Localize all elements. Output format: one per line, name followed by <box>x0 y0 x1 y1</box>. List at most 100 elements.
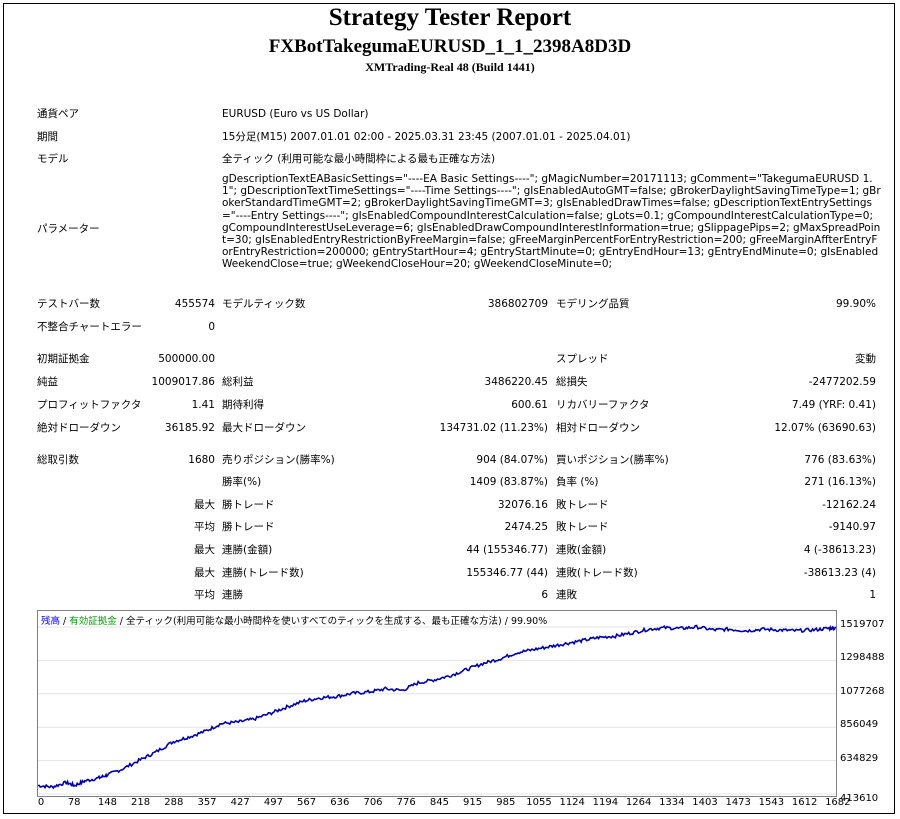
largest-loss-value: -12162.24 <box>822 499 876 511</box>
x-tick-label: 1194 <box>592 797 619 808</box>
y-tick-label: 856049 <box>840 719 879 731</box>
params-value: gDescriptionTextEABasicSettings="----EA … <box>222 173 881 271</box>
report-frame <box>3 3 895 814</box>
x-tick-label: 776 <box>396 797 416 808</box>
avg-cons-loss-value: 1 <box>869 589 876 601</box>
x-tick-label: 1334 <box>659 797 685 808</box>
x-tick-label: 1403 <box>692 797 718 808</box>
gross-loss-label: 総損失 <box>556 376 588 388</box>
y-tick-label: 413610 <box>840 793 879 804</box>
y-tick-label: 634829 <box>840 752 879 764</box>
x-tick-label: 1264 <box>625 797 652 808</box>
trades-label: 総取引数 <box>37 454 79 466</box>
max-cons-profit-label: 連勝(トレード数) <box>222 567 304 579</box>
ticks-label: モデルティック数 <box>222 298 306 310</box>
x-tick-label: 567 <box>297 797 317 808</box>
abs-dd-label: 絶対ドローダウン <box>37 422 121 434</box>
net-value: 1009017.86 <box>151 376 215 388</box>
legend-quality: / 99.90% <box>501 616 548 627</box>
recovery-label: リカバリーファクタ <box>556 399 650 411</box>
long-value: 776 (83.63%) <box>804 454 876 466</box>
trades-value: 1680 <box>188 454 215 466</box>
max-cons-win-label: 連勝(金額) <box>222 544 273 556</box>
y-tick-label: 1519707 <box>840 619 885 630</box>
legend-equity: 有効証拠金 <box>69 616 117 627</box>
avg-label-1: 平均 <box>194 521 215 533</box>
max-cons-lossamt-label: 連敗(トレード数) <box>556 567 638 579</box>
deposit-label: 初期証拠金 <box>37 353 90 365</box>
pf-label: プロフィットファクタ <box>37 399 142 411</box>
x-tick-label: 706 <box>363 797 383 808</box>
ea-name: FXBotTakegumaEURUSD_1_1_2398A8D3D <box>268 36 632 57</box>
max-dd-label: 最大ドローダウン <box>222 422 306 434</box>
mismatch-value: 0 <box>208 321 215 333</box>
lossrate-value: 271 (16.13%) <box>804 476 876 488</box>
symbol-label: 通貨ペア <box>37 108 79 120</box>
spread-label: スプレッド <box>556 353 609 365</box>
max-cons-loss-value: 4 (-38613.23) <box>803 544 876 556</box>
server-info: XMTrading-Real 48 (Build 1441) <box>365 60 535 74</box>
abs-dd-value: 36185.92 <box>164 422 215 434</box>
legend-sep-2: / <box>116 616 127 627</box>
x-tick-label: 1055 <box>526 797 552 808</box>
winrate-value: 1409 (83.87%) <box>469 476 548 488</box>
ticks-value: 386802709 <box>487 298 548 310</box>
params-label: パラメーター <box>37 223 100 235</box>
expected-value: 600.61 <box>511 399 548 411</box>
avg-cons-win-label: 連勝 <box>222 589 243 601</box>
y-tick-label: 1298488 <box>840 652 885 664</box>
balance-chart: 残高 / 有効証拠金 / 全ティック(利用可能な最小時間枠を使いすべてのティック… <box>37 610 837 797</box>
quality-label: モデリング品質 <box>556 298 630 310</box>
short-value: 904 (84.07%) <box>476 454 548 466</box>
max-label-1: 最大 <box>194 499 215 511</box>
rel-dd-label: 相対ドローダウン <box>556 422 640 434</box>
max-cons-loss-label: 連敗(金額) <box>556 544 607 556</box>
deposit-value: 500000.00 <box>158 353 215 365</box>
legend-sep-1: / <box>60 616 70 627</box>
x-tick-label: 1473 <box>725 797 751 808</box>
avg-label-2: 平均 <box>194 589 215 601</box>
x-tick-label: 1124 <box>559 797 585 808</box>
avg-loss-value: -9140.97 <box>828 521 876 533</box>
model-label: モデル <box>37 153 69 165</box>
x-tick-label: 915 <box>463 797 483 808</box>
short-label: 売りポジション(勝率%) <box>222 454 335 466</box>
chart-legend: 残高 / 有効証拠金 / 全ティック(利用可能な最小時間枠を使いすべてのティック… <box>41 613 547 627</box>
quality-value: 99.90% <box>835 298 876 310</box>
max-label-2: 最大 <box>194 544 215 556</box>
x-tick-label: 636 <box>330 797 350 808</box>
spread-value: 変動 <box>855 353 876 365</box>
max-cons-profit-value: 155346.77 (44) <box>466 567 548 579</box>
x-tick-label: 497 <box>263 797 283 808</box>
period-value: 15分足(M15) 2007.01.01 02:00 - 2025.03.31 … <box>222 131 631 143</box>
avg-win-value: 2474.25 <box>504 521 548 533</box>
x-tick-label: 1612 <box>791 797 818 808</box>
bars-label: テストバー数 <box>37 298 100 310</box>
x-tick-label: 985 <box>496 797 516 808</box>
legend-balance: 残高 <box>41 616 61 627</box>
gross-profit-label: 総利益 <box>222 376 254 388</box>
gross-loss-value: -2477202.59 <box>808 376 876 388</box>
max-cons-win-value: 44 (155346.77) <box>466 544 548 556</box>
balance-chart-svg <box>38 624 836 795</box>
avg-win-label: 勝トレード <box>222 521 275 533</box>
long-label: 買いポジション(勝率%) <box>556 454 669 466</box>
pf-value: 1.41 <box>191 399 215 411</box>
x-tick-label: 845 <box>429 797 449 808</box>
max-dd-value: 134731.02 (11.23%) <box>439 422 548 434</box>
max-label-3: 最大 <box>194 567 215 579</box>
recovery-value: 7.49 (YRF: 0.41) <box>791 399 876 411</box>
avg-loss-label: 敗トレード <box>556 521 609 533</box>
x-tick-label: 288 <box>164 797 184 808</box>
largest-win-value: 32076.16 <box>497 499 548 511</box>
expected-label: 期待利得 <box>222 399 264 411</box>
x-tick-label: 1682 <box>825 797 851 808</box>
largest-loss-label: 敗トレード <box>556 499 609 511</box>
avg-cons-win-value: 6 <box>541 589 548 601</box>
largest-win-label: 勝トレード <box>222 499 275 511</box>
x-tick-label: 357 <box>197 797 217 808</box>
max-cons-lossamt-value: -38613.23 (4) <box>803 567 876 579</box>
x-tick-label: 148 <box>97 797 117 808</box>
symbol-value: EURUSD (Euro vs US Dollar) <box>222 108 369 120</box>
x-tick-label: 1543 <box>758 797 785 808</box>
